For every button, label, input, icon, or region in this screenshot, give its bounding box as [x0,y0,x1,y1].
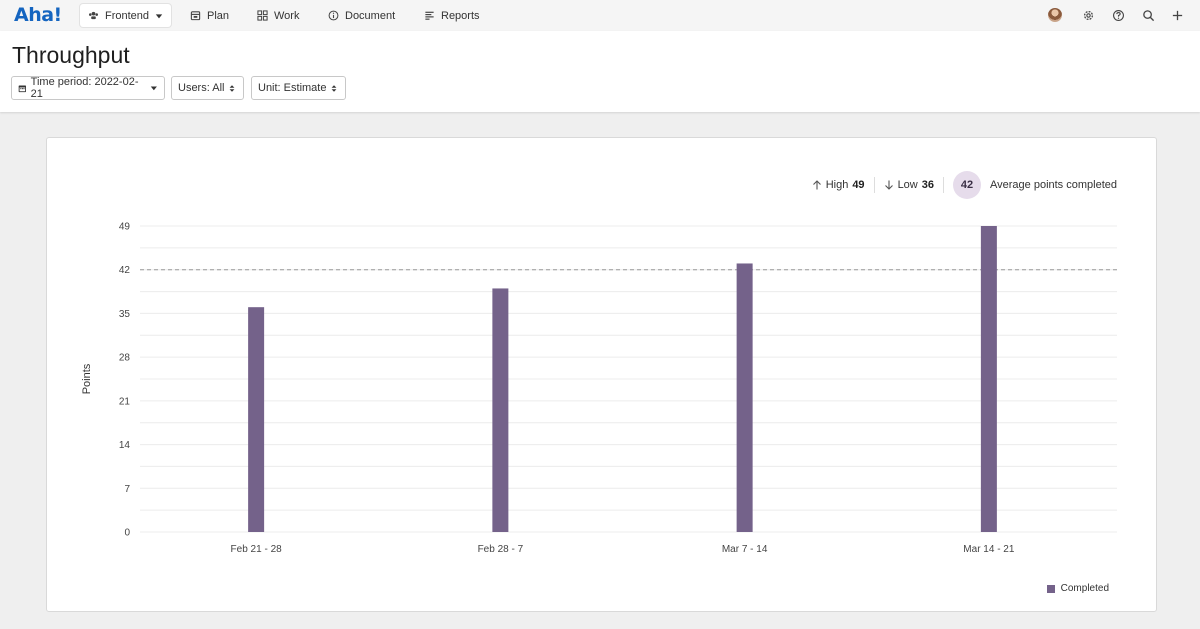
gridlines [140,225,1117,533]
unit-filter[interactable]: Unit: Estimate [251,76,346,100]
avatar[interactable] [1048,8,1062,22]
low-stat: Low 36 [884,179,934,191]
aha-logo[interactable]: Aha! [14,4,62,26]
y-tick-label: 28 [119,353,131,364]
y-tick-label: 21 [119,396,131,407]
arrow-down-icon [884,180,893,190]
nav-item-label: Reports [441,9,480,22]
y-tick-label: 49 [119,222,131,233]
sort-arrows-icon [332,84,337,92]
unit-label: Unit: Estimate [258,82,327,94]
arrow-up-icon [812,180,821,190]
high-value: 49 [852,179,865,191]
high-stat: High 49 [812,179,865,191]
low-value: 36 [921,179,934,191]
average-label: Average points completed [990,179,1117,191]
x-ticks: Feb 21 - 28 Feb 28 - 7 Mar 7 - 14 Mar 14 - … [231,544,1015,555]
y-tick-label: 7 [124,484,130,495]
bar-completed[interactable] [736,263,753,532]
throughput-chart: 0 7 14 21 28 35 42 49 Feb 21 - 28 Feb 28 - 7 Mar … [81,222,1117,555]
low-label: Low [897,179,918,191]
nav-item-label: Document [345,9,396,22]
sort-arrows-icon [230,84,235,92]
search-icon[interactable] [1141,8,1155,22]
gear-icon[interactable] [1081,8,1095,22]
throughput-card: High 49 Low 36 42 Average points complet… [46,137,1157,612]
y-tick-label: 0 [124,528,130,539]
y-ticks: 0 7 14 21 28 35 42 49 [119,222,131,539]
nav-item-label: Work [274,9,300,22]
page-title: Throughput [12,42,130,68]
plus-icon[interactable] [1170,8,1184,22]
legend-swatch [1046,584,1055,593]
stats-summary: High 49 Low 36 42 Average points complet… [812,171,1117,199]
nav-item-plan[interactable]: Plan [182,4,237,27]
high-label: High [825,179,849,191]
nav-item-reports[interactable]: Reports [416,4,488,27]
bar-completed[interactable] [980,226,997,532]
average-badge: 42 [953,171,981,199]
users-filter[interactable]: Users: All [171,76,244,100]
x-tick-label: Feb 21 - 28 [231,544,283,555]
nav-item-label: Plan [207,9,230,22]
grid-icon [257,10,268,21]
caret-down-icon [151,86,158,91]
nav-item-work[interactable]: Work [249,4,307,27]
x-tick-label: Mar 7 - 14 [722,544,768,555]
time-period-filter[interactable]: Time period: 2022-02-21 [11,76,165,100]
stat-divider [873,177,875,193]
info-icon [328,10,339,21]
bar-completed[interactable] [248,307,265,532]
x-tick-label: Feb 28 - 7 [478,544,524,555]
top-nav: Aha! Frontend Plan Work Document Reports [0,0,1200,31]
legend-label: Completed [1060,583,1109,594]
y-tick-label: 14 [119,440,131,451]
page-header: Throughput Time period: 2022-02-21 Users… [0,31,1200,112]
bars [248,226,997,532]
team-icon [89,11,98,20]
calendar-icon [190,11,201,21]
y-tick-label: 35 [119,309,131,320]
reports-icon [425,11,434,20]
workspace-selector[interactable]: Frontend [80,4,172,27]
time-period-label: Time period: 2022-02-21 [30,76,139,100]
workspace-label: Frontend [105,9,150,22]
x-tick-label: Mar 14 - 21 [963,544,1015,555]
nav-item-document[interactable]: Document [320,4,403,27]
users-label: Users: All [178,82,225,94]
y-tick-label: 42 [119,265,131,276]
bar-completed[interactable] [492,288,509,532]
stat-divider [943,177,944,193]
help-icon[interactable] [1111,8,1125,22]
chart-legend: Completed [1046,583,1109,594]
average-stat: 42 Average points completed [953,171,1117,199]
y-axis-label: Points [81,363,93,394]
caret-down-icon [155,13,163,18]
calendar-icon [18,84,26,92]
